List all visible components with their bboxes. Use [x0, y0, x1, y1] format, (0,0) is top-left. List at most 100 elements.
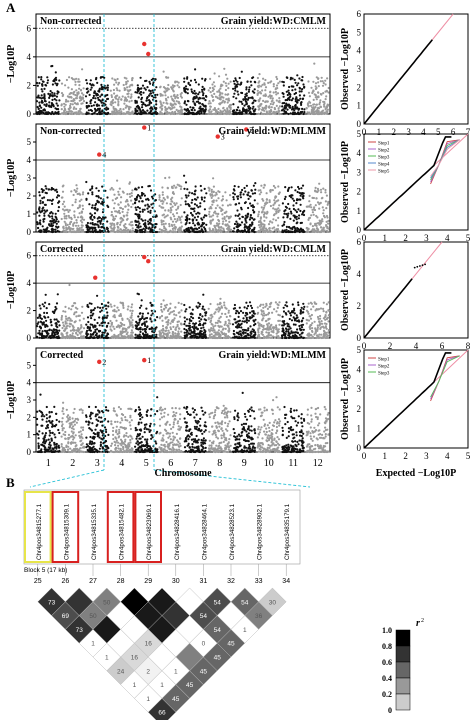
- snp-point: [267, 223, 271, 226]
- snp-point: [320, 226, 323, 229]
- snp-point: [109, 103, 112, 106]
- manhattan-frame: [35, 13, 331, 115]
- snp-point: [177, 301, 180, 304]
- snp-point: [281, 80, 284, 83]
- snp-point: [257, 331, 260, 334]
- snp-point: [104, 216, 107, 219]
- snp-point: [234, 89, 237, 92]
- snp-point: [263, 219, 266, 222]
- snp-point: [131, 336, 134, 339]
- snp-point: [56, 90, 59, 93]
- snp-point: [210, 94, 213, 97]
- snp-point: [146, 207, 149, 210]
- snp-point: [286, 305, 289, 308]
- snp-point: [273, 336, 276, 339]
- snp-point: [288, 98, 291, 101]
- snp-point: [100, 93, 103, 96]
- snp-point: [149, 82, 152, 85]
- snp-point: [213, 107, 216, 110]
- snp-point: [326, 103, 329, 106]
- snp-point: [128, 182, 131, 185]
- snp-point: [171, 186, 174, 189]
- snp-point: [322, 226, 325, 229]
- snp-point: [124, 96, 127, 99]
- snp-point: [54, 76, 58, 79]
- snp-point: [316, 229, 319, 232]
- snp-point: [291, 89, 294, 92]
- snp-point: [154, 199, 157, 202]
- snp-point: [238, 100, 241, 103]
- snp-point: [41, 197, 44, 200]
- snp-point: [260, 211, 264, 214]
- snp-point: [208, 334, 211, 337]
- snp-point: [244, 329, 247, 332]
- snp-point: [292, 331, 295, 334]
- snp-point: [60, 108, 63, 111]
- snp-point: [89, 323, 92, 326]
- snp-point: [117, 226, 120, 229]
- snp-point: [116, 222, 119, 225]
- snp-point: [249, 202, 252, 205]
- snp-point: [148, 184, 151, 188]
- snp-point: [321, 84, 325, 87]
- snp-point: [325, 90, 328, 93]
- snp-point: [223, 211, 226, 214]
- snp-point: [240, 221, 244, 224]
- snp-point: [265, 192, 268, 195]
- snp-point: [136, 336, 139, 339]
- snp-point: [278, 314, 281, 317]
- snp-point: [249, 316, 252, 319]
- snp-point: [217, 319, 220, 322]
- snp-point: [299, 309, 302, 312]
- snp-point: [100, 302, 103, 306]
- snp-point: [75, 315, 78, 318]
- snp-point: [139, 210, 142, 213]
- snp-point: [99, 221, 102, 224]
- snp-point: [293, 78, 296, 81]
- snp-point: [280, 109, 284, 112]
- snp-point: [271, 189, 274, 192]
- snp-point: [68, 325, 71, 328]
- snp-point: [54, 71, 57, 74]
- snp-point: [312, 230, 315, 233]
- snp-point: [179, 95, 182, 98]
- snp-point: [291, 194, 294, 197]
- snp-point: [284, 106, 288, 109]
- snp-point: [151, 304, 154, 307]
- snp-point: [222, 229, 225, 232]
- snp-point: [147, 210, 150, 213]
- snp-point: [174, 306, 177, 309]
- snp-point: [38, 304, 41, 307]
- panel-title: Grain yield:WD:CMLM: [221, 16, 327, 27]
- snp-point: [325, 194, 328, 197]
- snp-point: [40, 88, 43, 91]
- snp-point: [305, 230, 309, 234]
- snp-point: [284, 110, 287, 113]
- snp-point: [302, 213, 306, 217]
- snp-point: [261, 112, 264, 116]
- snp-point: [185, 331, 188, 334]
- snp-point: [314, 106, 317, 109]
- snp-point: [193, 216, 196, 219]
- snp-point: [258, 327, 261, 330]
- snp-point: [92, 104, 95, 107]
- snp-point: [134, 109, 137, 112]
- snp-point: [298, 107, 301, 110]
- snp-point: [48, 105, 51, 108]
- snp-point: [147, 312, 150, 315]
- snp-point: [57, 206, 61, 209]
- snp-point: [203, 318, 206, 321]
- snp-point: [225, 98, 228, 101]
- snp-point: [201, 85, 204, 88]
- snp-point: [252, 109, 255, 112]
- snp-point: [96, 220, 99, 223]
- snp-point: [285, 228, 288, 231]
- snp-point: [51, 83, 55, 86]
- snp-point: [270, 80, 273, 83]
- snp-point: [65, 317, 68, 320]
- snp-point: [296, 316, 299, 319]
- snp-point: [104, 189, 107, 192]
- snp-point: [259, 229, 262, 233]
- snp-point: [78, 192, 81, 195]
- snp-point: [56, 326, 59, 329]
